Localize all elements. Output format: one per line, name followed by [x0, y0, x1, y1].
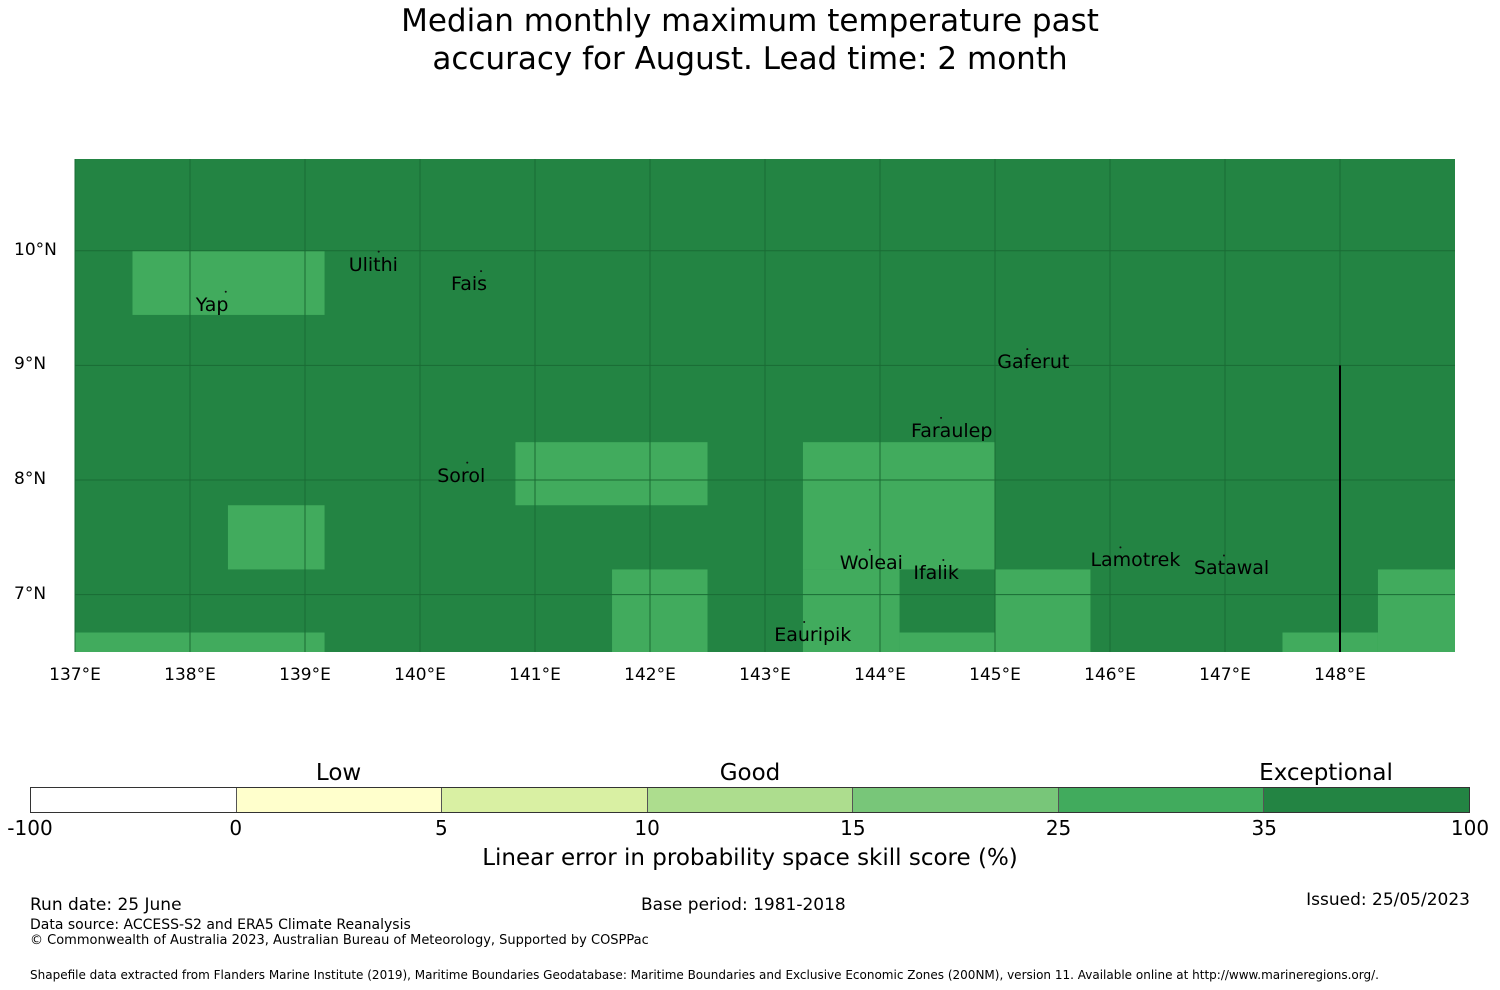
lon-tick-label: 140°E	[394, 665, 446, 685]
place-label-ulithi: Ulithi	[348, 253, 398, 276]
place-label-eauripik: Eauripik	[774, 623, 852, 646]
lon-tick-label: 141°E	[509, 665, 561, 685]
island-marker-8	[1119, 546, 1122, 549]
lon-tick-label: 145°E	[969, 665, 1021, 685]
lon-tick-label: 142°E	[624, 665, 676, 685]
copyright: © Commonwealth of Australia 2023, Austra…	[30, 933, 649, 948]
lon-tick-label: 148°E	[1314, 665, 1366, 685]
island-marker-7	[942, 559, 945, 562]
place-label-yap: Yap	[195, 293, 229, 316]
colorbar-segment-2	[442, 788, 648, 812]
data-source: Data source: ACCESS-S2 and ERA5 Climate …	[30, 917, 411, 933]
lon-tick-label: 139°E	[279, 665, 331, 685]
island-marker-2	[480, 270, 483, 273]
colorbar-segment-5	[1058, 788, 1265, 812]
island-marker-9	[1222, 554, 1225, 557]
skill-cell-10	[1377, 569, 1455, 652]
colorbar-tick: 15	[840, 816, 866, 840]
island-marker-6	[868, 548, 871, 551]
skill-cell-7	[899, 632, 995, 652]
shapefile-credit: Shapefile data extracted from Flanders M…	[30, 968, 1379, 982]
colorbar-tick: 100	[1450, 816, 1490, 840]
skill-cell-9	[1282, 632, 1378, 652]
lon-tick-label: 147°E	[1199, 665, 1251, 685]
chart-title: Median monthly maximum temperature past …	[0, 2, 1500, 78]
colorbar	[30, 787, 1470, 813]
colorbar-category-good: Good	[719, 760, 781, 786]
colorbar-category-low: Low	[315, 760, 362, 786]
skill-cell-2	[75, 632, 325, 652]
place-label-faraulep: Faraulep	[911, 419, 993, 442]
lon-tick-label: 144°E	[854, 665, 906, 685]
island-marker-10	[803, 620, 806, 623]
colorbar-category-exceptional: Exceptional	[1259, 760, 1393, 786]
island-marker-5	[466, 461, 469, 464]
skill-cell-0	[132, 250, 325, 315]
title-line-2: accuracy for August. Lead time: 2 month	[432, 41, 1068, 77]
place-label-sorol: Sorol	[437, 464, 486, 487]
colorbar-tick: 5	[435, 816, 448, 840]
colorbar-segment-0	[31, 788, 237, 812]
lon-tick-label: 146°E	[1084, 665, 1136, 685]
place-label-ifalik: Ifalik	[913, 562, 959, 585]
colorbar-segment-6	[1264, 788, 1470, 812]
island-marker-4	[940, 416, 943, 419]
colorbar-segment-4	[853, 788, 1059, 812]
lon-tick-label: 138°E	[164, 665, 216, 685]
run-date: Run date: 25 June	[30, 895, 182, 915]
lon-tick-label: 143°E	[739, 665, 791, 685]
place-label-lamotrek: Lamotrek	[1090, 549, 1181, 572]
skill-cell-8	[995, 569, 1091, 652]
skill-cell-1	[227, 505, 325, 570]
lat-tick-label: 8°N	[14, 469, 47, 490]
place-label-woleai: Woleai	[839, 551, 903, 574]
colorbar-label: Linear error in probability space skill …	[482, 845, 1018, 871]
colorbar-tick: 35	[1251, 816, 1277, 840]
colorbar-tick: 10	[634, 816, 660, 840]
island-marker-0	[224, 290, 227, 293]
base-period: Base period: 1981-2018	[641, 895, 846, 915]
island-marker-1	[377, 250, 380, 253]
lat-tick-label: 9°N	[14, 354, 47, 375]
place-label-satawal: Satawal	[1193, 557, 1270, 580]
place-label-fais: Fais	[451, 273, 488, 296]
skill-cell-5	[802, 442, 995, 570]
island-marker-3	[1026, 348, 1029, 351]
place-label-gaferut: Gaferut	[997, 351, 1070, 374]
skill-cell-3	[515, 442, 708, 506]
skill-cell-4	[612, 569, 708, 652]
skill-cell-6	[802, 569, 900, 652]
issued-date: Issued: 25/05/2023	[1306, 890, 1470, 910]
colorbar-segment-3	[647, 788, 854, 812]
lat-tick-label: 7°N	[14, 583, 47, 604]
lon-tick-label: 137°E	[49, 665, 101, 685]
lat-tick-label: 10°N	[14, 239, 57, 260]
colorbar-tick: 0	[229, 816, 243, 840]
title-line-1: Median monthly maximum temperature past	[401, 3, 1099, 39]
colorbar-tick: -100	[7, 816, 53, 840]
colorbar-tick: 25	[1045, 816, 1072, 840]
colorbar-segment-1	[236, 788, 443, 812]
